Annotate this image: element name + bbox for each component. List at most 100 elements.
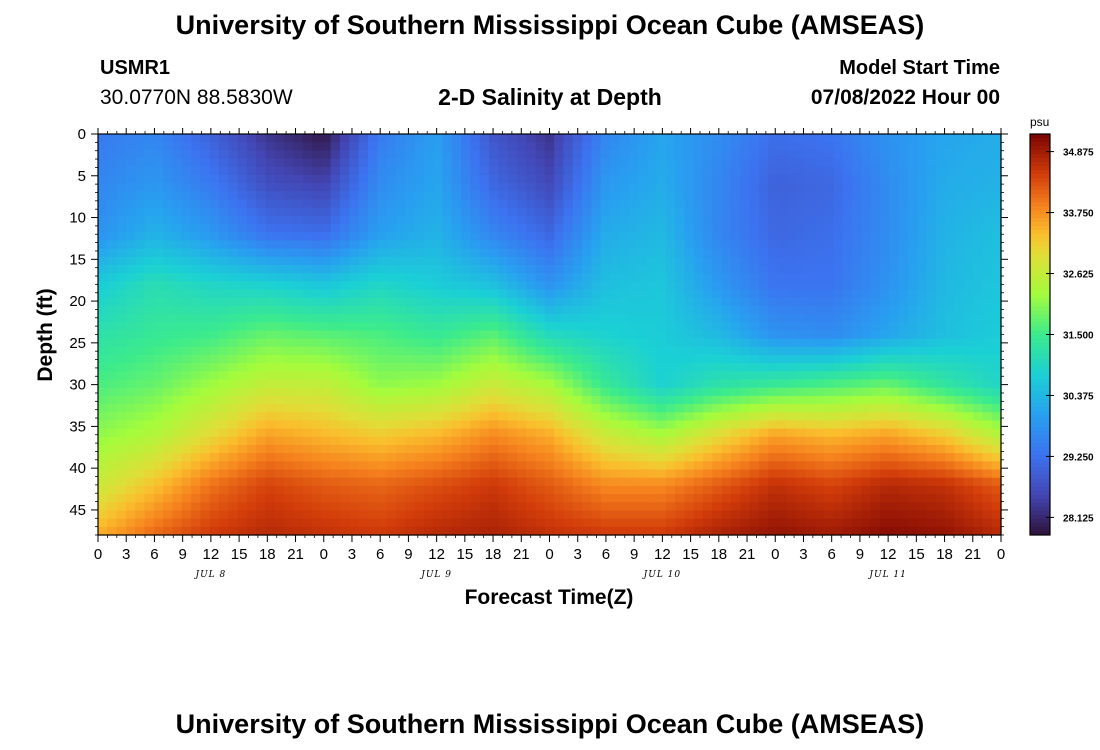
heatmap-cell: [991, 142, 1002, 151]
station-coordinates: 30.0770N 88.5830W: [100, 86, 293, 109]
heatmap-cell: [246, 191, 257, 201]
heatmap-cell: [600, 444, 611, 454]
heatmap-cell: [842, 158, 853, 168]
heatmap-cell: [200, 444, 211, 454]
heatmap-cell: [665, 330, 676, 340]
heatmap-cell: [861, 371, 872, 381]
heatmap-cell: [926, 183, 937, 192]
heatmap-cell: [293, 502, 304, 512]
heatmap-cell: [870, 150, 881, 160]
heatmap-cell: [479, 264, 490, 274]
heatmap-cell: [786, 346, 797, 356]
heatmap-cell: [656, 379, 667, 389]
heatmap-cell: [163, 510, 174, 520]
heatmap-cell: [870, 264, 881, 274]
heatmap-cell: [591, 215, 602, 225]
heatmap-cell: [163, 387, 174, 397]
heatmap-cell: [219, 174, 229, 184]
heatmap-cell: [852, 395, 862, 405]
heatmap-cell: [461, 264, 471, 274]
heatmap-cell: [721, 215, 732, 225]
heatmap-cell: [973, 166, 983, 176]
heatmap-cell: [796, 461, 807, 471]
heatmap-cell: [377, 174, 388, 184]
heatmap-cell: [414, 510, 425, 520]
heatmap-cell: [507, 338, 518, 348]
heatmap-cell: [572, 232, 583, 241]
heatmap-cell: [861, 420, 872, 430]
heatmap-cell: [535, 199, 546, 209]
heatmap-cell: [665, 404, 676, 413]
heatmap-cell: [917, 142, 928, 151]
heatmap-cell: [107, 158, 118, 168]
heatmap-cell: [312, 297, 323, 307]
heatmap-cell: [889, 207, 900, 217]
heatmap-cell: [731, 461, 741, 471]
heatmap-cell: [805, 264, 816, 274]
heatmap-cell: [163, 289, 174, 299]
heatmap-cell: [414, 354, 425, 364]
heatmap-cell: [879, 305, 890, 315]
heatmap-cell: [786, 371, 797, 381]
heatmap-cell: [842, 134, 853, 143]
heatmap-cell: [842, 461, 853, 471]
heatmap-cell: [619, 281, 630, 291]
heatmap-cell: [591, 248, 602, 258]
heatmap-cell: [470, 232, 481, 241]
heatmap-cell: [684, 526, 695, 536]
heatmap-cell: [340, 395, 350, 405]
heatmap-cell: [600, 134, 611, 143]
heatmap-cell: [237, 305, 248, 315]
heatmap-cell: [833, 240, 844, 250]
heatmap-cell: [442, 150, 453, 160]
heatmap-cell: [293, 371, 304, 381]
heatmap-cell: [563, 461, 574, 471]
heatmap-cell: [628, 264, 639, 274]
heatmap-cell: [554, 281, 565, 291]
heatmap-cell: [824, 322, 835, 331]
heatmap-cell: [926, 330, 937, 340]
heatmap-cell: [405, 166, 416, 176]
heatmap-cell: [647, 256, 658, 266]
heatmap-cell: [544, 420, 555, 430]
heatmap-cell: [526, 207, 537, 217]
heatmap-cell: [116, 436, 127, 446]
heatmap-cell: [814, 215, 825, 225]
heatmap-cell: [433, 346, 444, 356]
heatmap-cell: [274, 215, 285, 225]
heatmap-cell: [861, 224, 872, 233]
heatmap-cell: [684, 240, 695, 250]
heatmap-cell: [954, 436, 965, 446]
heatmap-cell: [451, 166, 462, 176]
heatmap-cell: [516, 354, 527, 364]
heatmap-cell: [265, 240, 276, 250]
heatmap-cell: [516, 232, 527, 241]
heatmap-cell: [507, 510, 518, 520]
heatmap-cell: [265, 322, 276, 331]
heatmap-cell: [488, 158, 499, 168]
heatmap-cell: [591, 404, 602, 413]
heatmap-cell: [116, 477, 127, 487]
heatmap-cell: [507, 477, 518, 487]
heatmap-cell: [563, 518, 574, 528]
heatmap-cell: [563, 477, 574, 487]
heatmap-cell: [107, 510, 118, 520]
heatmap-cell: [302, 158, 313, 168]
heatmap-cell: [721, 314, 732, 323]
heatmap-cell: [172, 256, 183, 266]
x-tick-label: 15: [231, 546, 248, 563]
heatmap-cell: [209, 453, 220, 462]
heatmap-cell: [191, 526, 201, 536]
heatmap-cell: [535, 387, 546, 397]
heatmap-cell: [219, 428, 229, 438]
heatmap-cell: [675, 305, 686, 315]
heatmap-cell: [926, 256, 937, 266]
heatmap-cell: [377, 166, 388, 176]
heatmap-cell: [628, 166, 639, 176]
heatmap-cell: [265, 273, 276, 282]
heatmap-cell: [256, 289, 267, 299]
heatmap-cell: [833, 199, 844, 209]
heatmap-cell: [628, 248, 639, 258]
heatmap-cell: [358, 273, 369, 282]
heatmap-cell: [935, 174, 946, 184]
